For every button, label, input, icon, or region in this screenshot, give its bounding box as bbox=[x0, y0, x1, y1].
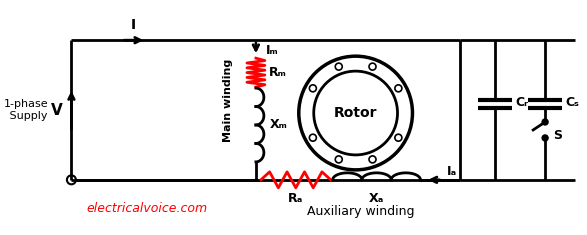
Text: Main winding: Main winding bbox=[223, 59, 233, 142]
Text: Rₘ: Rₘ bbox=[269, 66, 286, 79]
Text: Rotor: Rotor bbox=[334, 106, 377, 120]
Circle shape bbox=[542, 119, 548, 125]
Text: Cₛ: Cₛ bbox=[565, 96, 579, 109]
Text: Iₐ: Iₐ bbox=[446, 165, 457, 178]
Text: Iₘ: Iₘ bbox=[266, 44, 279, 57]
Text: S: S bbox=[553, 129, 562, 142]
Text: Cᵣ: Cᵣ bbox=[515, 96, 528, 109]
Text: Xₐ: Xₐ bbox=[369, 192, 384, 205]
Circle shape bbox=[542, 135, 548, 141]
Text: I: I bbox=[131, 18, 136, 32]
Text: Xₘ: Xₘ bbox=[270, 118, 288, 131]
Text: Rₐ: Rₐ bbox=[288, 192, 303, 205]
Text: V: V bbox=[50, 102, 62, 118]
Text: 1-phase
 Supply: 1-phase Supply bbox=[4, 99, 49, 121]
Text: electricalvoice.com: electricalvoice.com bbox=[86, 202, 207, 215]
Text: Auxiliary winding: Auxiliary winding bbox=[307, 205, 414, 218]
